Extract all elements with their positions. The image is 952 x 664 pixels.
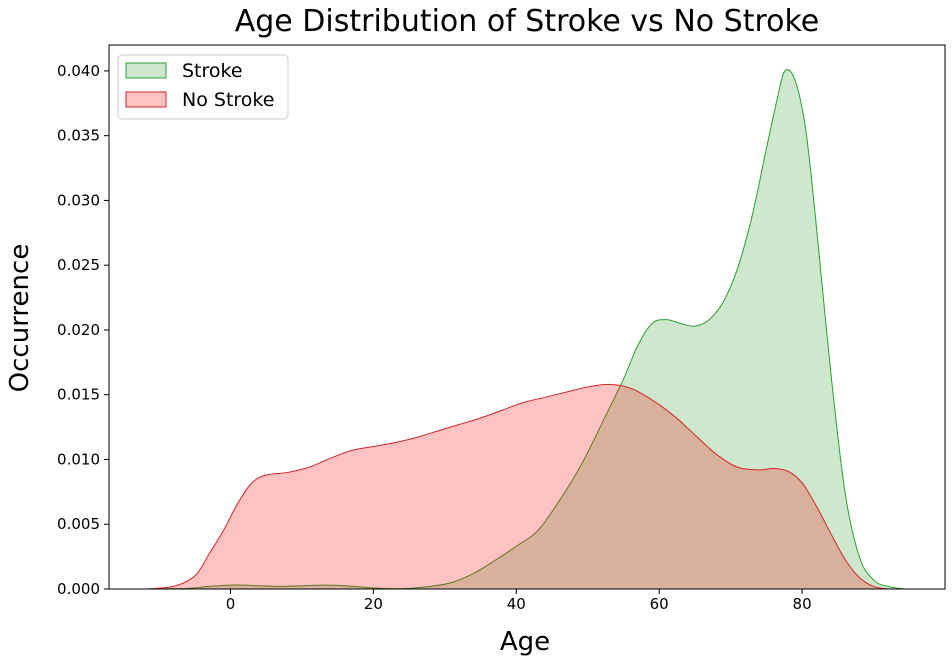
y-tick-label: 0.010 bbox=[57, 450, 100, 468]
legend-box bbox=[117, 54, 289, 120]
y-tick-label: 0.030 bbox=[57, 191, 100, 209]
legend-swatch-stroke bbox=[125, 62, 167, 79]
x-tick-label: 20 bbox=[364, 595, 383, 613]
y-tick-label: 0.040 bbox=[57, 62, 100, 80]
density-line-stroke bbox=[144, 69, 906, 590]
y-tick-label: 0.000 bbox=[57, 580, 100, 598]
y-tick-label: 0.015 bbox=[57, 386, 100, 404]
y-tick-label: 0.005 bbox=[57, 515, 100, 533]
y-axis-label: Occurrence bbox=[5, 244, 35, 393]
x-tick-label: 80 bbox=[793, 595, 812, 613]
x-tick-label: 40 bbox=[507, 595, 526, 613]
legend: Stroke No Stroke bbox=[117, 54, 289, 120]
plot-area bbox=[144, 69, 906, 590]
legend-swatch-no-stroke bbox=[125, 91, 167, 108]
y-tick-label: 0.025 bbox=[57, 256, 100, 274]
x-tick-label: 60 bbox=[650, 595, 669, 613]
density-line-no-stroke bbox=[144, 383, 888, 590]
y-tick-label: 0.035 bbox=[57, 127, 100, 145]
area-fill-no-stroke bbox=[144, 384, 888, 589]
x-axis-ticks: 0 20 40 60 80 bbox=[226, 589, 812, 613]
x-tick-label: 0 bbox=[226, 595, 236, 613]
y-axis-ticks: 0.000 0.005 0.010 0.015 0.020 0.025 0.030 0.035… bbox=[57, 62, 109, 598]
x-axis-label: Age bbox=[500, 627, 550, 657]
chart-title: Age Distribution of Stroke vs No Stroke bbox=[235, 4, 820, 39]
legend-label-stroke: Stroke bbox=[182, 60, 243, 82]
plot-frame bbox=[108, 44, 946, 590]
area-fill-stroke bbox=[144, 69, 906, 590]
legend-label-no-stroke: No Stroke bbox=[182, 89, 274, 111]
y-tick-label: 0.020 bbox=[57, 321, 100, 339]
